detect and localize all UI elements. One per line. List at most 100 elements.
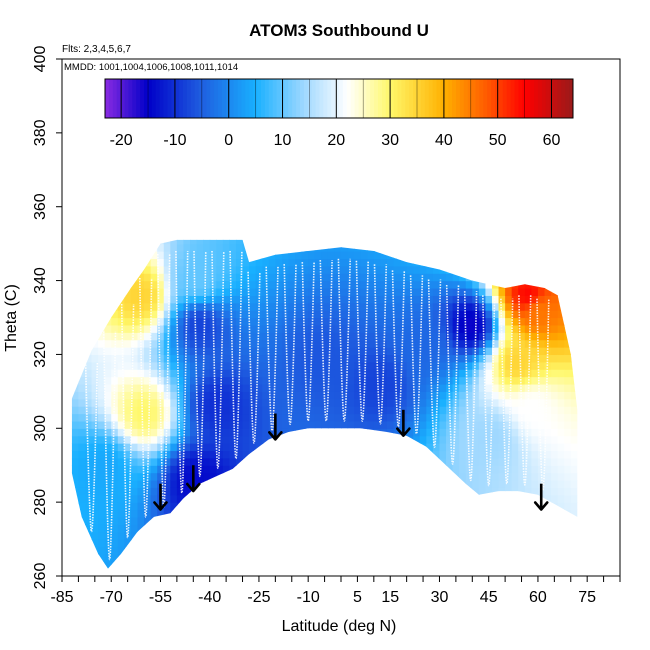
field-cell [104, 361, 112, 370]
field-cell [334, 324, 342, 333]
field-cell [196, 383, 204, 392]
field-cell [491, 287, 500, 296]
field-cell [150, 435, 158, 444]
field-cell [295, 369, 303, 378]
field-cell [419, 420, 427, 429]
colorbar-segment [331, 79, 336, 118]
field-cell [518, 428, 526, 437]
field-cell [104, 383, 112, 392]
field-cell [163, 487, 171, 496]
field-cell [321, 354, 329, 363]
field-cell [393, 428, 401, 437]
field-cell [551, 369, 559, 378]
field-cell [229, 265, 237, 274]
arrow [153, 483, 168, 511]
field-cell [196, 443, 204, 452]
field-cell [360, 302, 368, 311]
field-cell [130, 428, 139, 437]
field-cell [452, 465, 460, 474]
field-cell [229, 273, 237, 282]
y-tick-label: 260 [32, 563, 49, 590]
field-cell [150, 332, 158, 341]
field-cell [465, 479, 473, 488]
field-cell [176, 443, 185, 452]
field-cell [235, 450, 244, 459]
field-cell [537, 383, 546, 392]
field-cell [104, 465, 112, 474]
field-cell [288, 413, 296, 422]
field-cell [505, 398, 513, 407]
field-cell [275, 428, 283, 437]
field-cell [505, 361, 513, 370]
field-cell [426, 428, 434, 437]
field-cell [301, 398, 309, 407]
flight-trace [247, 271, 261, 444]
field-cell [564, 339, 572, 348]
field-cell [452, 332, 460, 341]
flight-trace [445, 284, 460, 465]
field-cell [485, 391, 493, 400]
field-cell [327, 406, 336, 415]
field-cell [84, 524, 93, 533]
field-cell [459, 361, 467, 370]
field-cell [518, 376, 526, 385]
colorbar-segment [381, 79, 387, 118]
field-cell [518, 443, 526, 452]
field-cell [406, 376, 414, 385]
field-cell [301, 295, 309, 304]
field-cell [432, 383, 441, 392]
colorbar-segment [190, 79, 196, 118]
field-cell [111, 539, 119, 548]
field-cell [281, 428, 290, 437]
field-cell [288, 310, 296, 319]
field-cell [262, 413, 270, 422]
field-cell [491, 428, 500, 437]
field-cell [268, 280, 276, 289]
field-cell [491, 302, 500, 311]
field-cell [341, 376, 349, 385]
field-cell [491, 487, 500, 496]
field-cell [452, 428, 460, 437]
field-cell [498, 479, 506, 488]
flight-trace [391, 270, 406, 428]
field-cell [216, 280, 224, 289]
field-cell [111, 516, 119, 525]
field-cell [163, 494, 171, 503]
field-cell [432, 287, 441, 296]
field-cell [380, 413, 388, 422]
field-cell [432, 361, 441, 370]
field-cell [242, 369, 250, 378]
field-cell [124, 494, 132, 503]
field-cell [505, 472, 513, 481]
colorbar-segment [420, 79, 426, 118]
field-cell [373, 287, 381, 296]
field-cell [249, 383, 257, 392]
field-cell [524, 487, 532, 496]
flight-trace [482, 295, 496, 487]
field-cell [531, 428, 539, 437]
field-cell [222, 457, 230, 466]
field-cell [341, 332, 349, 341]
field-cell [235, 398, 244, 407]
field-cell [524, 339, 532, 348]
field-cell [216, 391, 224, 400]
field-cell [537, 428, 546, 437]
field-cell [537, 317, 546, 326]
field-cell [190, 273, 198, 282]
field-cell [478, 383, 487, 392]
field-cell [157, 280, 165, 289]
field-cell [557, 361, 565, 370]
field-cell [491, 339, 500, 348]
field-cell [531, 339, 539, 348]
field-cell [203, 280, 211, 289]
colorbar-segment [241, 79, 246, 118]
field-cell [478, 317, 487, 326]
field-cell [196, 280, 204, 289]
field-cell [71, 479, 80, 488]
field-cell [321, 398, 329, 407]
flight-trace [139, 277, 153, 518]
field-cell [176, 361, 185, 370]
field-cell [347, 383, 355, 392]
field-cell [537, 295, 546, 304]
colorbar-segment [218, 79, 223, 118]
